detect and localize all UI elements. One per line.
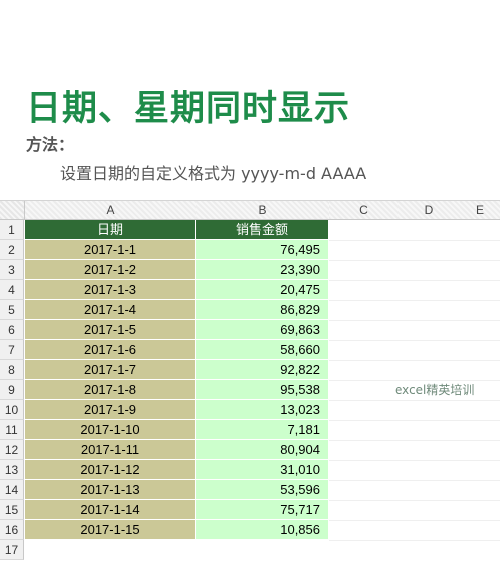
date-cell[interactable]: 2017-1-4: [25, 300, 196, 320]
row-number[interactable]: 11: [0, 420, 24, 440]
amount-cell[interactable]: 76,495: [196, 240, 329, 260]
empty-row: 17: [0, 540, 500, 560]
table-row: 7 2017-1-6 58,660: [0, 340, 500, 361]
empty-cells[interactable]: [329, 220, 500, 241]
empty-cells[interactable]: [329, 340, 500, 361]
amount-cell[interactable]: 23,390: [196, 260, 329, 280]
row-number[interactable]: 13: [0, 460, 24, 480]
column-header-b[interactable]: B: [196, 201, 330, 219]
date-cell[interactable]: 2017-1-2: [25, 260, 196, 280]
date-cell[interactable]: 2017-1-9: [25, 400, 196, 420]
amount-cell[interactable]: 53,596: [196, 480, 329, 500]
amount-cell[interactable]: 86,829: [196, 300, 329, 320]
table-row: 14 2017-1-13 53,596: [0, 480, 500, 501]
row-number[interactable]: 14: [0, 480, 24, 500]
amount-header-cell[interactable]: 销售金额: [196, 220, 329, 240]
empty-cells[interactable]: [329, 280, 500, 301]
amount-cell[interactable]: 92,822: [196, 360, 329, 380]
table-row: 15 2017-1-14 75,717: [0, 500, 500, 521]
date-cell[interactable]: 2017-1-12: [25, 460, 196, 480]
empty-cells[interactable]: [329, 320, 500, 341]
table-row: 10 2017-1-9 13,023: [0, 400, 500, 421]
table-row: 3 2017-1-2 23,390: [0, 260, 500, 281]
amount-cell[interactable]: 10,856: [196, 520, 329, 540]
row-number[interactable]: 8: [0, 360, 24, 380]
date-cell[interactable]: 2017-1-13: [25, 480, 196, 500]
empty-cells[interactable]: [329, 360, 500, 381]
empty-cells[interactable]: [329, 460, 500, 481]
date-cell[interactable]: 2017-1-14: [25, 500, 196, 520]
table-row: 16 2017-1-15 10,856: [0, 520, 500, 541]
date-cell[interactable]: 2017-1-8: [25, 380, 196, 400]
amount-cell[interactable]: 7,181: [196, 420, 329, 440]
date-cell[interactable]: 2017-1-6: [25, 340, 196, 360]
column-header-d[interactable]: D: [398, 201, 461, 219]
amount-cell[interactable]: 20,475: [196, 280, 329, 300]
watermark-text: excel精英培训: [395, 383, 475, 397]
amount-cell[interactable]: 75,717: [196, 500, 329, 520]
amount-cell[interactable]: 31,010: [196, 460, 329, 480]
row-number[interactable]: 4: [0, 280, 24, 300]
table-row: 4 2017-1-3 20,475: [0, 280, 500, 301]
amount-cell[interactable]: 13,023: [196, 400, 329, 420]
empty-cells[interactable]: [329, 300, 500, 321]
method-label: 方法：: [26, 135, 75, 154]
table-row: 6 2017-1-5 69,863: [0, 320, 500, 341]
amount-cell[interactable]: 95,538: [196, 380, 329, 400]
amount-cell[interactable]: 58,660: [196, 340, 329, 360]
row-number[interactable]: 12: [0, 440, 24, 460]
row-number[interactable]: 7: [0, 340, 24, 360]
empty-cells[interactable]: [329, 440, 500, 461]
empty-cells[interactable]: [329, 500, 500, 521]
spreadsheet: A B C D E 1 日期 销售金额 2 2017-1-1 76,495 3 2017…: [0, 200, 500, 560]
table-row: 12 2017-1-11 80,904: [0, 440, 500, 461]
row-number[interactable]: 17: [0, 540, 24, 560]
column-header-c[interactable]: C: [329, 201, 399, 219]
table-row: 11 2017-1-10 7,181: [0, 420, 500, 441]
row-number[interactable]: 3: [0, 260, 24, 280]
date-cell[interactable]: 2017-1-7: [25, 360, 196, 380]
row-number[interactable]: 6: [0, 320, 24, 340]
table-row: 5 2017-1-4 86,829: [0, 300, 500, 321]
row-number[interactable]: 16: [0, 520, 24, 540]
column-header-row: A B C D E: [0, 200, 500, 220]
date-cell[interactable]: 2017-1-5: [25, 320, 196, 340]
column-header-e[interactable]: E: [460, 201, 500, 219]
date-header-cell[interactable]: 日期: [25, 220, 196, 240]
row-number[interactable]: 10: [0, 400, 24, 420]
data-rows: 2 2017-1-1 76,495 3 2017-1-2 23,390 4 2017-1-3 2…: [0, 240, 500, 541]
table-header-row: 1 日期 销售金额: [0, 220, 500, 241]
empty-cells[interactable]: [329, 520, 500, 541]
row-number[interactable]: 15: [0, 500, 24, 520]
date-cell[interactable]: 2017-1-10: [25, 420, 196, 440]
empty-cells[interactable]: [329, 260, 500, 281]
empty-cells[interactable]: [329, 480, 500, 501]
date-cell[interactable]: 2017-1-3: [25, 280, 196, 300]
empty-cells[interactable]: [329, 380, 500, 401]
date-cell[interactable]: 2017-1-15: [25, 520, 196, 540]
empty-cells[interactable]: [329, 400, 500, 421]
select-all-corner[interactable]: [0, 201, 25, 219]
amount-cell[interactable]: 80,904: [196, 440, 329, 460]
table-row: 9 2017-1-8 95,538: [0, 380, 500, 401]
row-number[interactable]: 2: [0, 240, 24, 260]
empty-cells[interactable]: [329, 240, 500, 261]
column-header-a[interactable]: A: [25, 201, 197, 219]
page-title: 日期、星期同时显示: [26, 89, 351, 129]
row-number[interactable]: 5: [0, 300, 24, 320]
table-row: 8 2017-1-7 92,822: [0, 360, 500, 381]
date-cell[interactable]: 2017-1-11: [25, 440, 196, 460]
row-number[interactable]: 1: [0, 220, 24, 240]
date-cell[interactable]: 2017-1-1: [25, 240, 196, 260]
empty-cells[interactable]: [329, 420, 500, 441]
amount-cell[interactable]: 69,863: [196, 320, 329, 340]
table-row: 13 2017-1-12 31,010: [0, 460, 500, 481]
table-row: 2 2017-1-1 76,495: [0, 240, 500, 261]
instruction-text: 设置日期的自定义格式为 yyyy-m-d AAAA: [60, 164, 367, 183]
row-number[interactable]: 9: [0, 380, 24, 400]
